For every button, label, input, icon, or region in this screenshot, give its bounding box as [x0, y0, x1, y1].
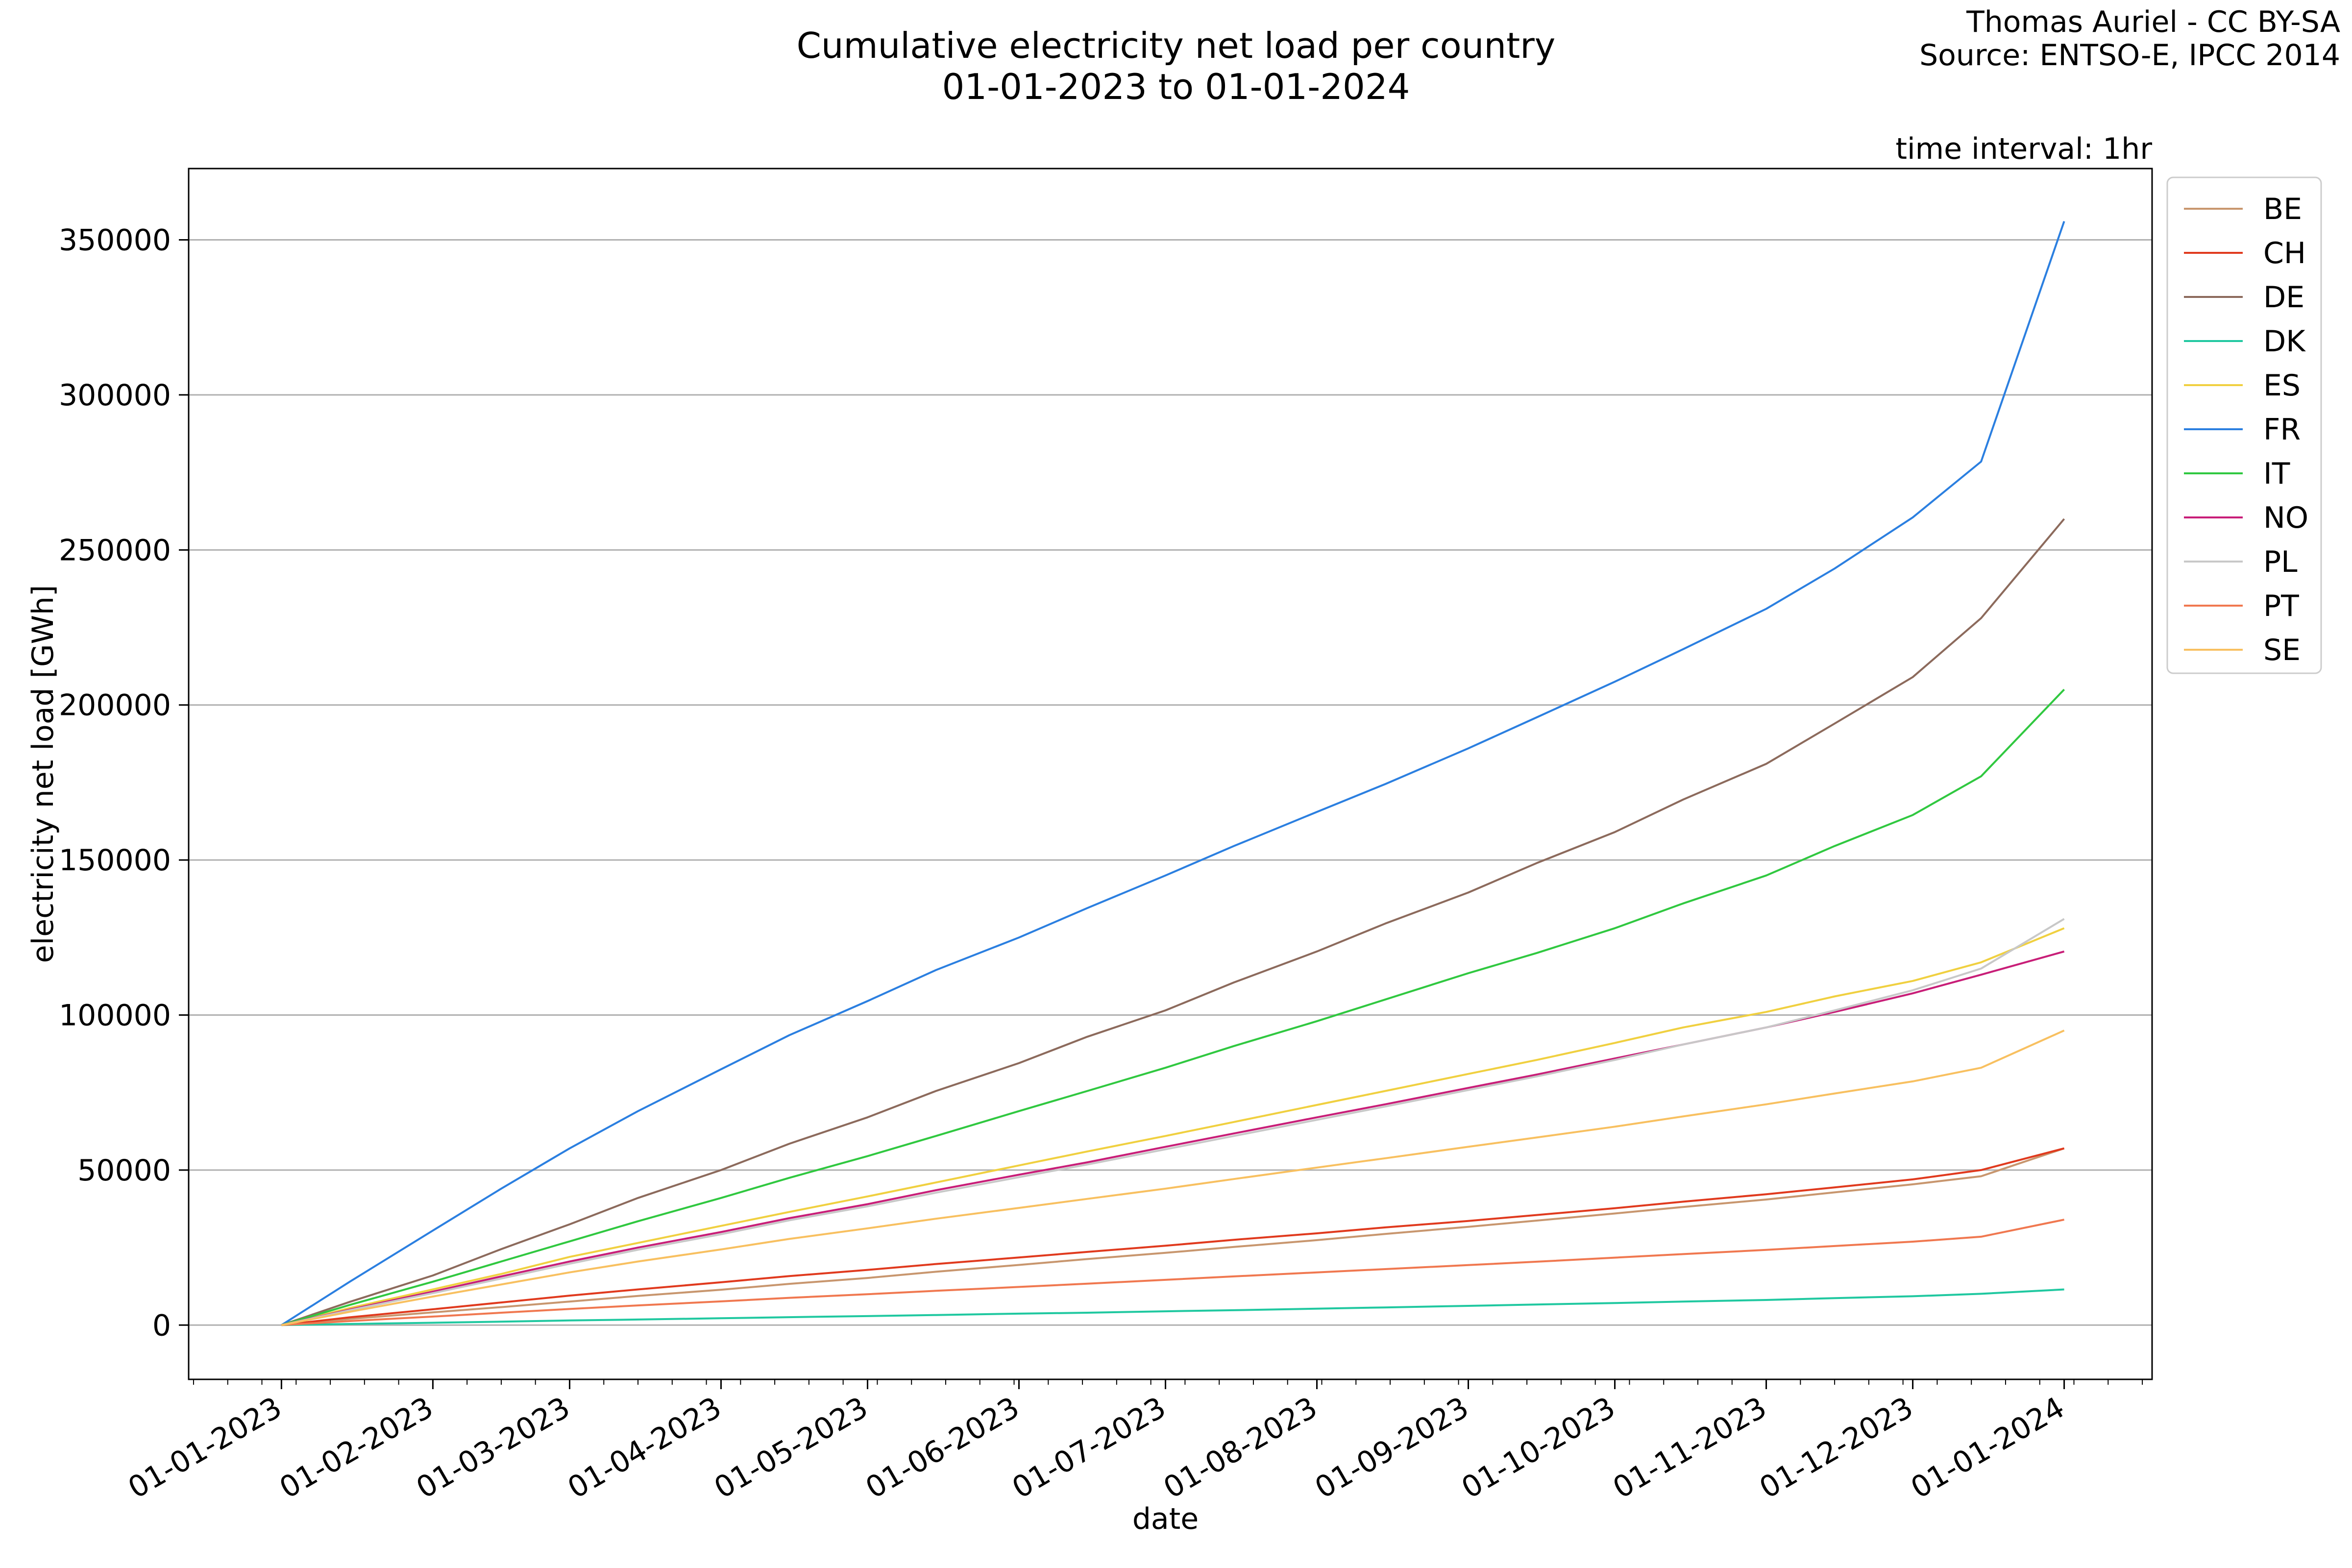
x-tick-label: 01-09-2023: [1309, 1390, 1474, 1505]
series-line-it: [281, 688, 2065, 1326]
series-line-fr: [281, 220, 2065, 1326]
x-axis-label: date: [1132, 1502, 1199, 1536]
y-tick-label: 0: [152, 1308, 171, 1343]
series-line-dk: [281, 1288, 2064, 1326]
legend: BE CH DE DK ES FR IT NO PL PT SE: [2166, 176, 2322, 674]
chart-subtitle: 01-01-2023 to 01-01-2024: [942, 66, 1410, 107]
x-tick-label: 01-04-2023: [562, 1390, 727, 1505]
time-interval-annotation: time interval: 1hr: [1895, 132, 2152, 166]
x-tick-label: 01-07-2023: [1006, 1390, 1172, 1505]
y-axis-label: electricity net load [GWh]: [26, 585, 60, 963]
series-line-se: [281, 1029, 2065, 1326]
y-tick-label: 50000: [77, 1153, 171, 1188]
legend-label: DE: [2263, 280, 2304, 315]
y-tick-label: 150000: [59, 843, 171, 878]
author-credit: Thomas Auriel - CC BY-SA: [1966, 5, 2340, 39]
x-tick-label: 01-01-2024: [1905, 1390, 2070, 1505]
series-line-es: [281, 927, 2065, 1326]
series-line-pt: [281, 1219, 2065, 1326]
legend-label: FR: [2263, 413, 2301, 447]
series-line-pl: [281, 918, 2065, 1326]
x-tick-label: 01-10-2023: [1456, 1390, 1621, 1505]
legend-frame: [2166, 176, 2322, 674]
x-tick-label: 01-02-2023: [274, 1390, 439, 1505]
legend-label: DK: [2263, 324, 2306, 359]
x-tick-label: 01-12-2023: [1754, 1390, 1919, 1505]
y-tick-label: 250000: [59, 533, 171, 567]
gridlines: [189, 239, 2152, 1326]
x-tick-label: 01-11-2023: [1607, 1390, 1772, 1505]
legend-label: CH: [2263, 236, 2306, 270]
series-line-ch: [281, 1147, 2065, 1326]
legend-label: NO: [2263, 501, 2308, 535]
legend-label: BE: [2263, 192, 2302, 226]
x-tick-label: 01-08-2023: [1158, 1390, 1323, 1505]
x-tick-label: 01-01-2023: [122, 1390, 288, 1505]
legend-label: PL: [2263, 545, 2298, 579]
y-tick-label: 200000: [59, 688, 171, 723]
legend-label: ES: [2263, 368, 2301, 403]
plot-area: [188, 168, 2153, 1380]
series-lines: [281, 220, 2065, 1326]
series-line-de: [281, 518, 2065, 1326]
legend-label: IT: [2263, 457, 2290, 491]
y-tick-label: 100000: [59, 998, 171, 1032]
y-tick-label: 350000: [59, 223, 171, 258]
x-tick-label: 01-06-2023: [860, 1390, 1025, 1505]
y-tick-label: 300000: [59, 378, 171, 413]
source-credit: Source: ENTSO-E, IPCC 2014: [1919, 38, 2340, 73]
chart-title: Cumulative electricity net load per coun…: [796, 25, 1556, 66]
legend-label: SE: [2263, 633, 2301, 667]
legend-label: PT: [2263, 589, 2299, 623]
series-line-be: [281, 1147, 2065, 1326]
x-tick-label: 01-05-2023: [709, 1390, 874, 1505]
x-tick-label: 01-03-2023: [411, 1390, 576, 1505]
